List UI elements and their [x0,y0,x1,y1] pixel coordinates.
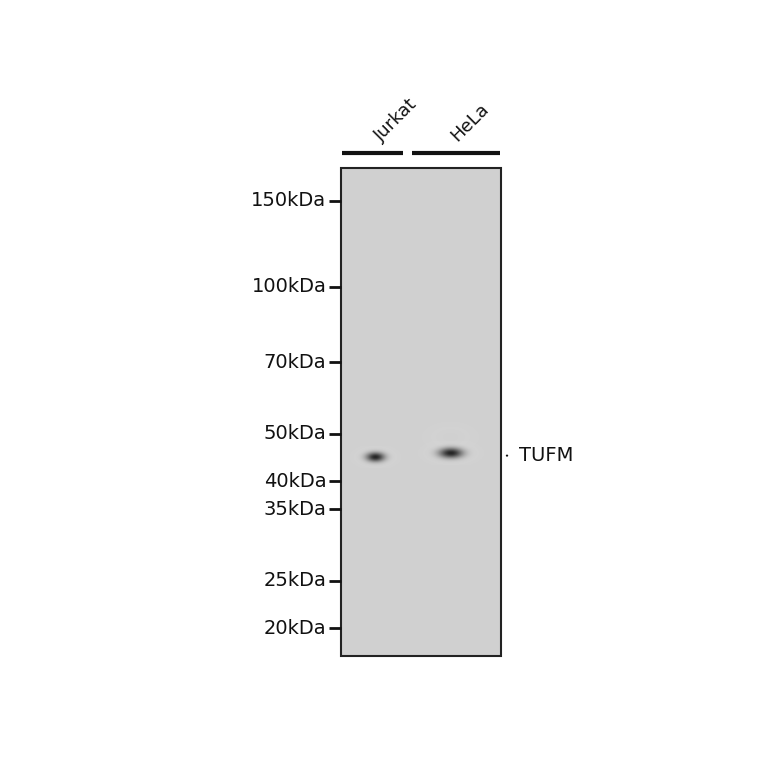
Text: 20kDa: 20kDa [264,619,326,638]
Text: 25kDa: 25kDa [264,571,326,591]
Text: 100kDa: 100kDa [251,277,326,296]
Text: 35kDa: 35kDa [264,500,326,519]
Text: 70kDa: 70kDa [264,353,326,372]
Text: TUFM: TUFM [519,446,573,465]
Text: Jurkat: Jurkat [371,95,420,144]
Text: 50kDa: 50kDa [264,424,326,443]
Text: 40kDa: 40kDa [264,471,326,490]
Text: HeLa: HeLa [448,99,493,144]
Text: 150kDa: 150kDa [251,191,326,210]
Bar [342,168,501,656]
